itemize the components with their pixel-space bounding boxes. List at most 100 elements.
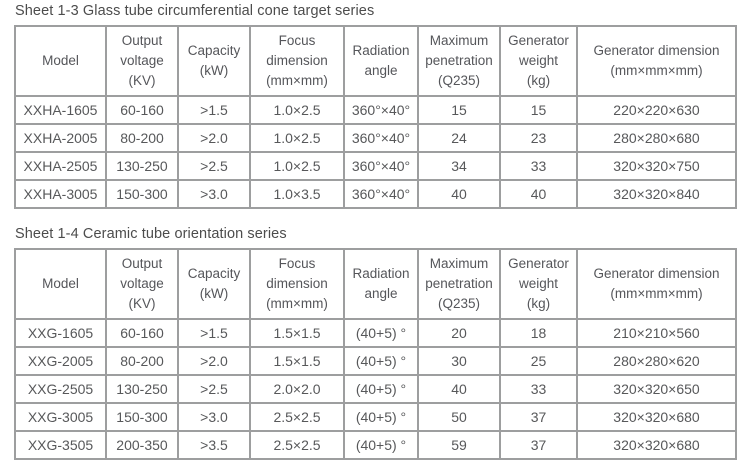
cell-generator-dimension: 280×280×620 xyxy=(576,346,737,376)
table-row: XXG-1605 60-160 >1.5 1.5×1.5 (40+5) ° 20… xyxy=(14,318,737,348)
cell-capacity: >2.0 xyxy=(177,346,251,376)
cell-radiation-angle: 360°×40° xyxy=(343,95,419,125)
cell-model: XXG-3005 xyxy=(14,402,107,432)
cell-focus-dimension: 1.0×2.5 xyxy=(249,123,345,153)
header-radiation-angle: Radiation angle xyxy=(343,248,419,320)
cell-generator-weight: 18 xyxy=(499,318,578,348)
cell-radiation-angle: 360°×40° xyxy=(343,179,419,209)
cell-capacity: >2.5 xyxy=(177,151,251,181)
cell-output-voltage: 200-350 xyxy=(105,430,179,460)
cell-capacity: >3.0 xyxy=(177,179,251,209)
cell-max-penetration: 59 xyxy=(417,430,501,460)
cell-generator-dimension: 320×320×680 xyxy=(576,402,737,432)
table-row: XXHA-3005 150-300 >3.0 1.0×3.5 360°×40° … xyxy=(14,179,737,209)
header-generator-weight: Generator weight (kg) xyxy=(499,248,578,320)
cell-capacity: >2.5 xyxy=(177,374,251,404)
ceramic-tube-spec-table: Model Output voltage (KV) Capacity (kW) … xyxy=(14,248,737,460)
cell-model: XXHA-2505 xyxy=(14,151,107,181)
header-generator-dimension: Generator dimension (mm×mm×mm) xyxy=(576,25,737,97)
sheet-1-3-title: Sheet 1-3 Glass tube circumferential con… xyxy=(15,3,375,19)
cell-capacity: >1.5 xyxy=(177,318,251,348)
table-row: XXG-2505 130-250 >2.5 2.0×2.0 (40+5) ° 4… xyxy=(14,374,737,404)
cell-radiation-angle: (40+5) ° xyxy=(343,318,419,348)
sheet-1-4-title: Sheet 1-4 Ceramic tube orientation serie… xyxy=(15,226,287,242)
table-row: XXHA-2505 130-250 >2.5 1.0×2.5 360°×40° … xyxy=(14,151,737,181)
cell-output-voltage: 60-160 xyxy=(105,318,179,348)
cell-generator-dimension: 210×210×560 xyxy=(576,318,737,348)
cell-max-penetration: 30 xyxy=(417,346,501,376)
header-capacity: Capacity (kW) xyxy=(177,25,251,97)
cell-max-penetration: 34 xyxy=(417,151,501,181)
header-model: Model xyxy=(14,248,107,320)
header-row: Model Output voltage (KV) Capacity (kW) … xyxy=(14,248,737,320)
cell-focus-dimension: 2.5×2.5 xyxy=(249,430,345,460)
cell-radiation-angle: 360°×40° xyxy=(343,151,419,181)
cell-generator-weight: 33 xyxy=(499,151,578,181)
cell-model: XXG-2005 xyxy=(14,346,107,376)
header-max-penetration: Maximum penetration (Q235) xyxy=(417,248,501,320)
cell-model: XXG-2505 xyxy=(14,374,107,404)
cell-model: XXHA-1605 xyxy=(14,95,107,125)
cell-model: XXG-1605 xyxy=(14,318,107,348)
cell-radiation-angle: (40+5) ° xyxy=(343,374,419,404)
table-row: XXG-3005 150-300 >3.0 2.5×2.5 (40+5) ° 5… xyxy=(14,402,737,432)
cell-radiation-angle: (40+5) ° xyxy=(343,430,419,460)
cell-capacity: >3.5 xyxy=(177,430,251,460)
cell-generator-weight: 33 xyxy=(499,374,578,404)
cell-max-penetration: 24 xyxy=(417,123,501,153)
cell-focus-dimension: 2.5×2.5 xyxy=(249,402,345,432)
cell-generator-weight: 37 xyxy=(499,402,578,432)
cell-output-voltage: 150-300 xyxy=(105,402,179,432)
cell-max-penetration: 15 xyxy=(417,95,501,125)
cell-focus-dimension: 1.5×1.5 xyxy=(249,346,345,376)
cell-generator-weight: 23 xyxy=(499,123,578,153)
cell-radiation-angle: 360°×40° xyxy=(343,123,419,153)
cell-focus-dimension: 1.0×2.5 xyxy=(249,95,345,125)
header-output-voltage: Output voltage (KV) xyxy=(105,25,179,97)
glass-tube-spec-table: Model Output voltage (KV) Capacity (kW) … xyxy=(14,25,737,209)
cell-generator-dimension: 320×320×650 xyxy=(576,374,737,404)
header-output-voltage: Output voltage (KV) xyxy=(105,248,179,320)
cell-output-voltage: 130-250 xyxy=(105,374,179,404)
header-focus-dimension: Focus dimension (mm×mm) xyxy=(249,248,345,320)
cell-capacity: >1.5 xyxy=(177,95,251,125)
cell-capacity: >3.0 xyxy=(177,402,251,432)
cell-output-voltage: 60-160 xyxy=(105,95,179,125)
cell-output-voltage: 80-200 xyxy=(105,123,179,153)
cell-generator-weight: 25 xyxy=(499,346,578,376)
cell-generator-dimension: 320×320×750 xyxy=(576,151,737,181)
cell-generator-weight: 40 xyxy=(499,179,578,209)
cell-focus-dimension: 1.5×1.5 xyxy=(249,318,345,348)
cell-generator-dimension: 220×220×630 xyxy=(576,95,737,125)
table-row: XXHA-2005 80-200 >2.0 1.0×2.5 360°×40° 2… xyxy=(14,123,737,153)
cell-capacity: >2.0 xyxy=(177,123,251,153)
cell-generator-dimension: 320×320×680 xyxy=(576,430,737,460)
cell-focus-dimension: 1.0×2.5 xyxy=(249,151,345,181)
header-generator-weight: Generator weight (kg) xyxy=(499,25,578,97)
cell-output-voltage: 80-200 xyxy=(105,346,179,376)
cell-focus-dimension: 2.0×2.0 xyxy=(249,374,345,404)
cell-radiation-angle: (40+5) ° xyxy=(343,402,419,432)
header-row: Model Output voltage (KV) Capacity (kW) … xyxy=(14,25,737,97)
header-generator-dimension: Generator dimension (mm×mm×mm) xyxy=(576,248,737,320)
table-row: XXG-2005 80-200 >2.0 1.5×1.5 (40+5) ° 30… xyxy=(14,346,737,376)
cell-model: XXHA-3005 xyxy=(14,179,107,209)
header-model: Model xyxy=(14,25,107,97)
cell-focus-dimension: 1.0×3.5 xyxy=(249,179,345,209)
cell-max-penetration: 20 xyxy=(417,318,501,348)
header-focus-dimension: Focus dimension (mm×mm) xyxy=(249,25,345,97)
cell-max-penetration: 40 xyxy=(417,374,501,404)
header-capacity: Capacity (kW) xyxy=(177,248,251,320)
table-row: XXG-3505 200-350 >3.5 2.5×2.5 (40+5) ° 5… xyxy=(14,430,737,460)
cell-generator-weight: 37 xyxy=(499,430,578,460)
cell-model: XXG-3505 xyxy=(14,430,107,460)
cell-generator-dimension: 280×280×680 xyxy=(576,123,737,153)
header-radiation-angle: Radiation angle xyxy=(343,25,419,97)
table-row: XXHA-1605 60-160 >1.5 1.0×2.5 360°×40° 1… xyxy=(14,95,737,125)
cell-model: XXHA-2005 xyxy=(14,123,107,153)
cell-max-penetration: 40 xyxy=(417,179,501,209)
cell-max-penetration: 50 xyxy=(417,402,501,432)
cell-generator-dimension: 320×320×840 xyxy=(576,179,737,209)
cell-output-voltage: 130-250 xyxy=(105,151,179,181)
